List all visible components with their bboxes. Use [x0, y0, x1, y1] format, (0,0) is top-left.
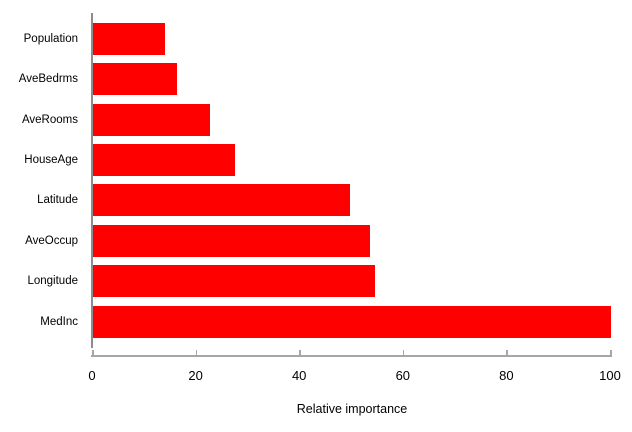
bar-latitude [93, 184, 351, 217]
category-label: MedInc [40, 315, 78, 328]
category-label: HouseAge [24, 153, 78, 166]
bar-avebedrms [93, 63, 177, 96]
bar-medinc [93, 305, 611, 338]
category-label: Latitude [37, 194, 78, 207]
x-tick-mark [92, 350, 94, 355]
x-tick-mark [402, 350, 405, 355]
category-label: Population [23, 32, 78, 45]
category-label: Longitude [27, 275, 78, 288]
bar-houseage [93, 143, 235, 176]
category-label: AveOccup [25, 234, 78, 247]
x-tick-label: 20 [188, 368, 203, 383]
x-tick-label: 80 [499, 368, 514, 383]
x-tick-label: 60 [395, 368, 411, 383]
bar-population [93, 22, 165, 55]
bar-longitude [93, 265, 375, 298]
y-axis-line [91, 13, 93, 348]
category-label: AveBedrms [18, 73, 78, 86]
x-tick-label: 100 [599, 368, 621, 383]
category-label: AveRooms [21, 113, 78, 126]
x-tick-mark [195, 350, 198, 355]
x-axis-line [91, 355, 612, 357]
x-tick-mark [610, 350, 612, 355]
bar-averooms [93, 103, 211, 136]
x-tick-label: 40 [291, 368, 307, 383]
x-tick-mark [299, 350, 301, 355]
bar-aveoccup [93, 224, 370, 257]
x-axis-title: Relative importance [296, 402, 408, 416]
x-tick-mark [506, 350, 508, 355]
x-tick-label: 0 [88, 368, 96, 383]
